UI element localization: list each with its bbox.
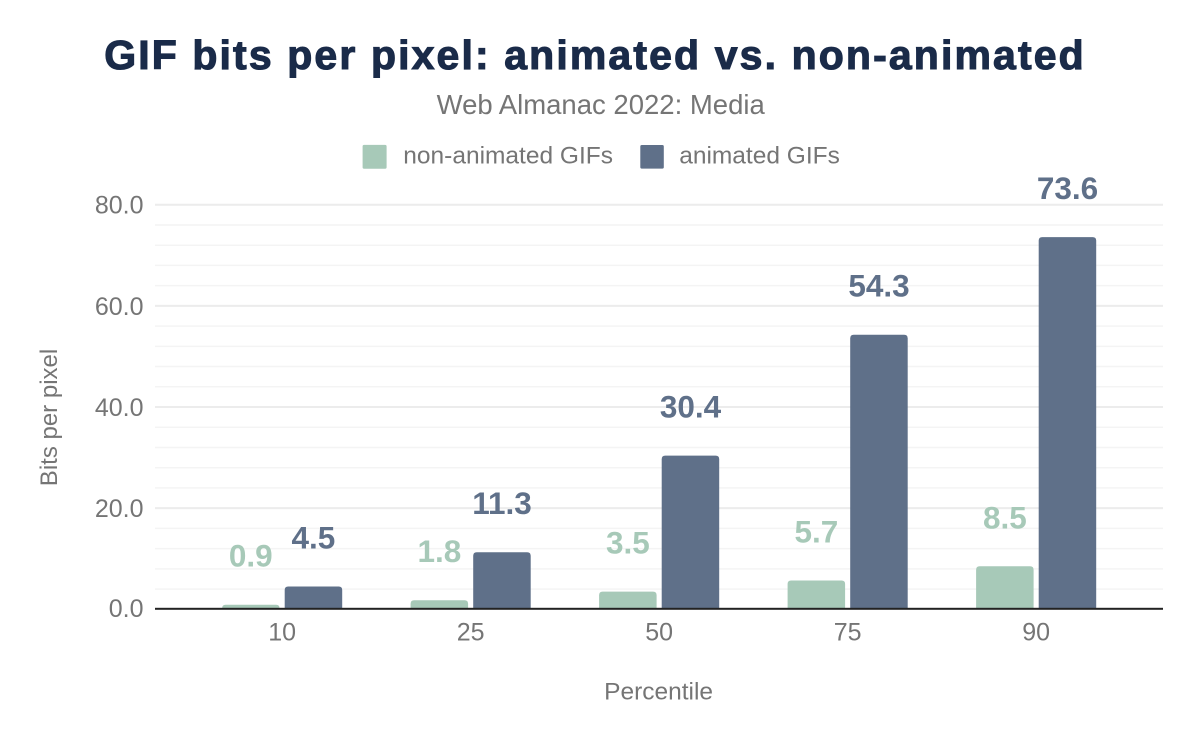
svg-text:Web Almanac 2022: Media: Web Almanac 2022: Media	[437, 89, 766, 120]
svg-text:73.6: 73.6	[1037, 170, 1098, 206]
svg-text:10: 10	[268, 619, 296, 647]
svg-text:0.9: 0.9	[229, 538, 273, 574]
svg-text:non-animated GIFs: non-animated GIFs	[403, 143, 613, 170]
svg-text:11.3: 11.3	[472, 485, 532, 521]
svg-text:20.0: 20.0	[95, 495, 144, 523]
svg-text:40.0: 40.0	[95, 394, 144, 422]
svg-text:1.8: 1.8	[418, 533, 462, 569]
svg-text:Bits per pixel: Bits per pixel	[36, 349, 63, 486]
svg-text:Percentile: Percentile	[604, 679, 713, 706]
svg-text:54.3: 54.3	[848, 268, 909, 304]
svg-text:90: 90	[1022, 619, 1050, 647]
svg-text:75: 75	[834, 619, 862, 647]
svg-text:GIF bits per pixel: animated v: GIF bits per pixel: animated vs. non-ani…	[104, 32, 1086, 78]
svg-text:30.4: 30.4	[660, 389, 722, 425]
svg-text:5.7: 5.7	[795, 514, 839, 550]
svg-text:60.0: 60.0	[95, 293, 144, 321]
svg-text:50: 50	[645, 619, 673, 647]
svg-text:3.5: 3.5	[606, 525, 650, 561]
svg-text:4.5: 4.5	[292, 520, 336, 556]
svg-text:80.0: 80.0	[95, 192, 144, 220]
svg-text:8.5: 8.5	[983, 499, 1027, 535]
svg-text:25: 25	[457, 619, 485, 647]
svg-text:animated GIFs: animated GIFs	[679, 143, 840, 170]
svg-text:0.0: 0.0	[109, 595, 144, 623]
